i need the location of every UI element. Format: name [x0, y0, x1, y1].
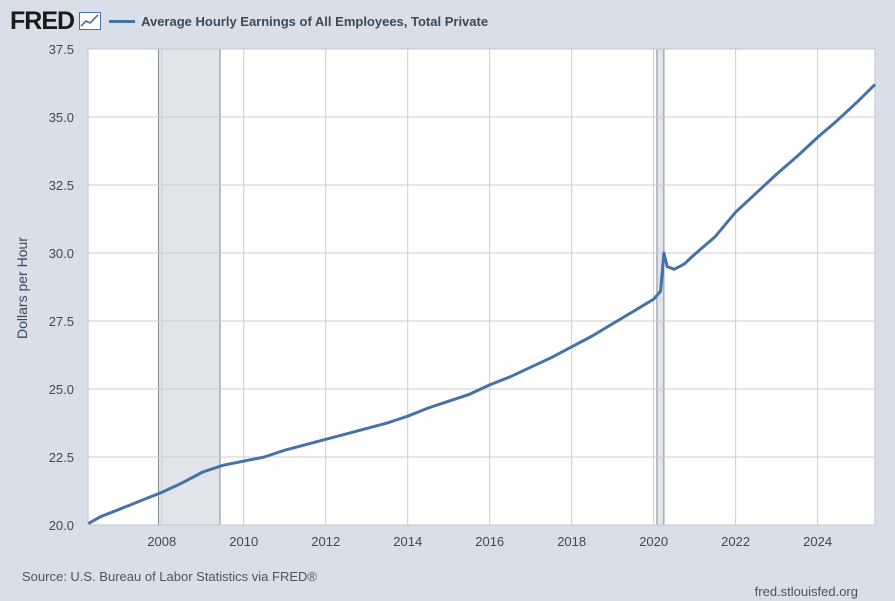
y-tick-label: 32.5: [49, 178, 74, 193]
y-tick-label: 35.0: [49, 110, 74, 125]
trend-line-icon: [79, 12, 102, 30]
x-tick-label: 2014: [393, 534, 422, 549]
plot-border: [87, 48, 876, 526]
recession-shading: [158, 49, 665, 525]
recession-band: [158, 49, 220, 525]
legend-swatch: [109, 19, 136, 23]
source-note: Source: U.S. Bureau of Labor Statistics …: [22, 569, 317, 584]
series-line: [87, 83, 877, 525]
x-tick-label: 2020: [639, 534, 668, 549]
x-tick-label: 2016: [475, 534, 504, 549]
x-tick-label: 2008: [147, 534, 176, 549]
x-axis-ticks: 2008 2010 2012 2014 2016 2018 2020 2022 2024: [147, 534, 832, 549]
fred-logo[interactable]: FRED: [10, 6, 75, 35]
y-tick-label: 37.5: [49, 42, 74, 57]
y-tick-label: 25.0: [49, 382, 74, 397]
y-tick-label: 22.5: [49, 450, 74, 465]
x-tick-label: 2012: [311, 534, 340, 549]
x-tick-label: 2022: [721, 534, 750, 549]
y-tick-label: 20.0: [49, 518, 74, 533]
y-axis-ticks: 20.0 22.5 25.0 27.5 30.0 32.5 35.0 37.5: [49, 42, 74, 533]
footer-url[interactable]: fred.stlouisfed.org: [754, 584, 858, 599]
x-tick-label: 2024: [803, 534, 832, 549]
y-tick-label: 30.0: [49, 246, 74, 261]
x-tick-label: 2010: [229, 534, 258, 549]
chart-legend: Average Hourly Earnings of All Employees…: [109, 14, 488, 29]
legend-label[interactable]: Average Hourly Earnings of All Employees…: [141, 13, 489, 29]
y-axis-label: Dollars per Hour: [14, 237, 30, 339]
y-tick-label: 27.5: [49, 314, 74, 329]
chart-header: FRED Average Hourly Earnings of All Empl…: [10, 6, 488, 36]
x-tick-label: 2018: [557, 534, 586, 549]
